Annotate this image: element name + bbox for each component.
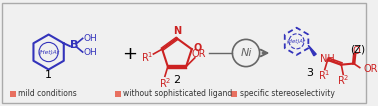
- Text: 3: 3: [307, 68, 314, 78]
- Bar: [10, 91, 15, 97]
- Text: N: N: [173, 26, 181, 36]
- Bar: [115, 91, 121, 97]
- Text: Ni: Ni: [240, 48, 252, 58]
- Text: R$^1$: R$^1$: [319, 68, 331, 82]
- Text: O: O: [352, 46, 360, 56]
- Text: B: B: [70, 40, 78, 50]
- Text: OH: OH: [84, 47, 98, 56]
- Text: 2: 2: [174, 75, 181, 85]
- Text: specific stereoselectivity: specific stereoselectivity: [240, 89, 335, 98]
- FancyBboxPatch shape: [2, 3, 366, 103]
- Polygon shape: [308, 45, 316, 56]
- Text: R$^2$: R$^2$: [159, 76, 171, 90]
- Text: OR: OR: [192, 49, 206, 59]
- Text: 1: 1: [45, 70, 52, 80]
- Text: R$^2$: R$^2$: [337, 73, 349, 87]
- Bar: [231, 91, 237, 97]
- Text: OH: OH: [84, 34, 98, 43]
- Text: O: O: [194, 43, 202, 53]
- Text: (Het)Ar: (Het)Ar: [287, 39, 306, 44]
- Text: +: +: [122, 45, 137, 63]
- Text: OR: OR: [364, 64, 378, 74]
- Text: mild conditions: mild conditions: [19, 89, 77, 98]
- Text: R$^1$: R$^1$: [141, 50, 154, 64]
- Text: (Z): (Z): [350, 44, 366, 54]
- Text: NH: NH: [320, 54, 335, 64]
- Text: (Het)Ar: (Het)Ar: [38, 50, 59, 54]
- Text: without sophisticated ligand: without sophisticated ligand: [124, 89, 233, 98]
